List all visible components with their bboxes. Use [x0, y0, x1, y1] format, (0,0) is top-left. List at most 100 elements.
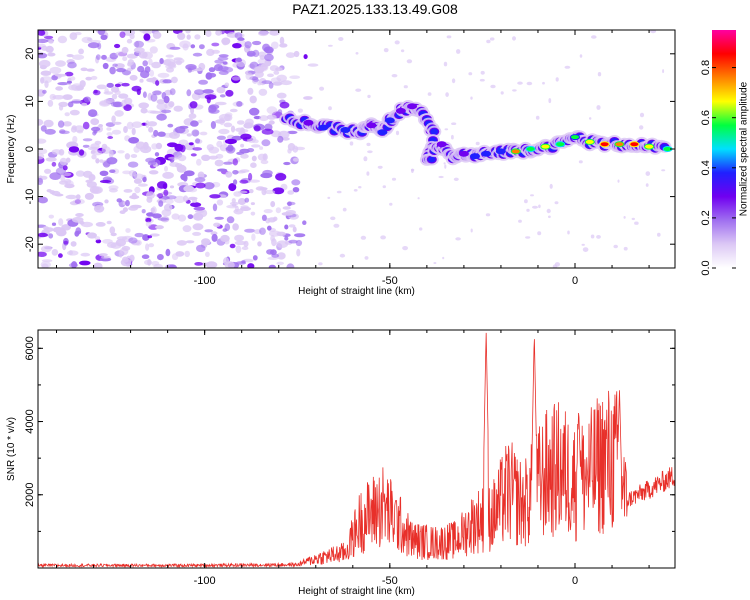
noise-blob — [157, 72, 170, 78]
noise-blob — [39, 59, 51, 68]
noise-blob — [202, 89, 214, 94]
noise-blob — [198, 79, 209, 85]
noise-blob — [90, 118, 100, 126]
noise-blob — [257, 81, 262, 86]
noise-blob — [208, 108, 220, 114]
noise-blob — [183, 185, 195, 192]
noise-blob — [185, 30, 191, 34]
noise-blob — [548, 215, 551, 219]
noise-blob — [220, 234, 230, 243]
noise-blob — [177, 214, 187, 222]
noise-blob — [92, 131, 97, 136]
noise-blob — [249, 107, 260, 116]
noise-blob — [268, 264, 276, 268]
noise-blob — [349, 141, 354, 146]
noise-blob — [192, 231, 202, 236]
snr-xlabel: Height of straight line (km) — [298, 586, 415, 597]
noise-speckle — [38, 30, 666, 268]
colorbar-tick-label: 0.2 — [700, 210, 712, 225]
noise-blob — [230, 125, 236, 133]
noise-blob — [455, 237, 461, 241]
noise-blob — [517, 81, 523, 85]
noise-blob — [246, 50, 256, 57]
noise-blob — [339, 253, 346, 258]
noise-blob — [210, 121, 216, 129]
x-tick-label: -100 — [194, 275, 216, 287]
noise-blob — [169, 162, 180, 167]
noise-blob — [183, 170, 195, 177]
noise-blob — [245, 72, 253, 81]
noise-blob — [59, 130, 70, 135]
noise-blob — [250, 211, 256, 216]
noise-blob — [168, 264, 177, 268]
noise-blob — [287, 148, 292, 154]
noise-blob — [257, 241, 262, 247]
noise-blob — [194, 34, 201, 40]
noise-blob — [241, 129, 249, 133]
noise-blob — [269, 30, 280, 36]
noise-blob — [40, 245, 52, 253]
noise-blob — [110, 101, 121, 108]
y-tick-label: -10 — [24, 189, 36, 205]
noise-blob — [289, 75, 301, 79]
noise-blob — [395, 130, 400, 136]
colorbar-tick-label: 0.0 — [700, 260, 712, 275]
noise-blob — [133, 40, 144, 48]
noise-blob — [142, 30, 152, 35]
snr-ticks: -100 -50 0 6000 4000 2000 — [24, 330, 675, 587]
noise-blob — [244, 41, 252, 49]
noise-blob — [211, 42, 220, 47]
colorbar-gradient — [712, 30, 736, 268]
noise-blob — [38, 118, 44, 126]
noise-blob — [623, 246, 628, 251]
noise-blob — [128, 170, 136, 177]
noise-blob — [163, 203, 173, 212]
noise-blob — [134, 186, 141, 194]
noise-blob — [80, 67, 88, 72]
noise-blob — [400, 49, 405, 53]
noise-blob — [591, 35, 597, 39]
noise-blob — [66, 80, 72, 84]
noise-blob — [479, 78, 485, 82]
noise-blob — [144, 66, 151, 73]
track-core — [377, 129, 388, 136]
noise-blob — [276, 92, 287, 99]
spectrogram-ticks: -100 -50 0 20 10 0 -10 -20 — [24, 30, 675, 287]
noise-blob — [273, 70, 280, 75]
noise-blob — [55, 60, 66, 67]
noise-blob — [589, 117, 592, 120]
noise-blob — [197, 171, 205, 179]
noise-blob — [113, 121, 122, 125]
noise-blob — [284, 224, 289, 230]
noise-blob — [383, 48, 389, 53]
noise-blob — [52, 95, 65, 100]
noise-blob — [453, 177, 459, 181]
noise-blob — [115, 51, 128, 57]
noise-blob — [239, 179, 249, 184]
noise-blob — [249, 189, 254, 194]
noise-blob — [164, 165, 168, 172]
noise-blob — [271, 253, 280, 258]
noise-blob — [366, 142, 371, 147]
track-core — [384, 117, 395, 124]
noise-blob — [151, 206, 157, 215]
noise-blob — [486, 39, 491, 44]
noise-blob — [266, 114, 277, 120]
colorbar: 0.0 0.2 0.4 0.6 0.8 Normalized spectral ampl… — [700, 30, 750, 276]
noise-blob — [247, 87, 254, 95]
noise-blob — [260, 159, 269, 165]
noise-blob — [155, 225, 164, 230]
noise-blob — [38, 196, 48, 204]
noise-blob — [47, 99, 54, 107]
noise-blob — [530, 194, 534, 197]
noise-blob — [97, 30, 106, 36]
noise-blob — [645, 183, 649, 187]
noise-blob — [108, 188, 118, 193]
noise-blob — [555, 77, 559, 82]
noise-blob — [195, 182, 206, 189]
noise-blob — [231, 76, 241, 81]
noise-blob — [95, 158, 100, 164]
noise-blob — [148, 170, 159, 175]
noise-blob — [116, 198, 123, 203]
noise-blob — [166, 195, 177, 200]
